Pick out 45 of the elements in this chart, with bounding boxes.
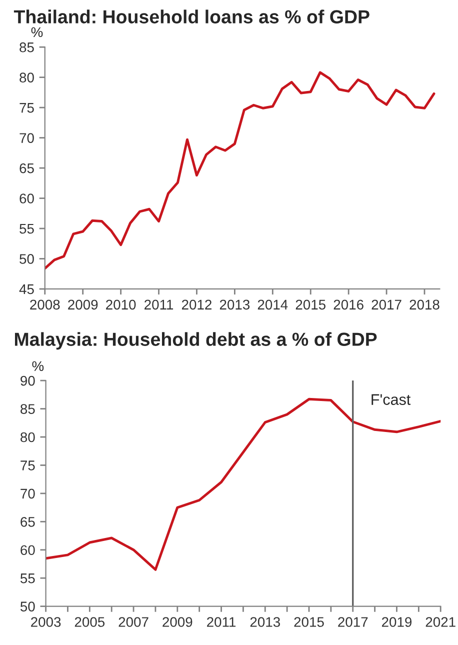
x-tick-label: 2003 bbox=[31, 617, 61, 627]
x-tick-label: 2017 bbox=[338, 617, 368, 627]
y-tick-label: 85 bbox=[20, 404, 35, 414]
x-tick-label: 2007 bbox=[118, 617, 148, 627]
y-tick-label: 70 bbox=[20, 488, 35, 499]
y-axis-title: % bbox=[31, 27, 43, 38]
x-tick-label: 2014 bbox=[258, 300, 288, 310]
y-tick-label: 60 bbox=[20, 545, 35, 556]
chart-title: Malaysia: Household debt as a % of GDP bbox=[14, 332, 377, 350]
y-tick-label: 65 bbox=[20, 516, 35, 527]
y-tick-label: 75 bbox=[20, 460, 35, 470]
x-tick-label: 2018 bbox=[410, 300, 440, 310]
chart-title: Thailand: Household loans as % of GDP bbox=[14, 10, 370, 24]
x-tick-label: 2016 bbox=[334, 300, 364, 310]
x-tick-label: 2011 bbox=[144, 300, 174, 310]
x-tick-label: 2021 bbox=[426, 617, 456, 627]
y-tick-label: 50 bbox=[20, 602, 35, 612]
x-tick-label: 2013 bbox=[220, 300, 250, 310]
x-tick-label: 2005 bbox=[74, 617, 105, 627]
ref-line-label: F'cast bbox=[372, 394, 411, 405]
x-tick-label: 2015 bbox=[294, 617, 324, 627]
x-tick-label: 2011 bbox=[207, 617, 236, 627]
y-tick-label: 85 bbox=[20, 42, 34, 52]
x-tick-label: 2017 bbox=[372, 300, 402, 310]
x-tick-label: 2008 bbox=[30, 300, 60, 310]
y-tick-label: 55 bbox=[20, 574, 35, 584]
y-tick-label: 55 bbox=[20, 224, 34, 234]
x-tick-label: 2019 bbox=[382, 617, 412, 627]
x-tick-label: 2013 bbox=[250, 617, 280, 627]
y-tick-label: 60 bbox=[20, 194, 34, 204]
x-tick-label: 2012 bbox=[182, 300, 212, 310]
y-tick-label: 80 bbox=[20, 432, 35, 442]
y-tick-label: 50 bbox=[20, 254, 34, 264]
x-tick-label: 2009 bbox=[68, 300, 98, 310]
y-tick-label: 45 bbox=[19, 284, 34, 294]
y-axis-title: % bbox=[32, 361, 44, 371]
y-tick-label: 90 bbox=[20, 376, 35, 386]
y-tick-label: 65 bbox=[20, 163, 34, 174]
y-tick-label: 80 bbox=[20, 72, 34, 82]
x-tick-label: 2015 bbox=[296, 300, 326, 310]
x-tick-label: 2010 bbox=[106, 300, 136, 310]
line-series bbox=[44, 71, 436, 270]
y-tick-label: 75 bbox=[20, 103, 34, 113]
y-tick-label: 70 bbox=[20, 133, 34, 143]
x-tick-label: 2009 bbox=[162, 617, 192, 627]
